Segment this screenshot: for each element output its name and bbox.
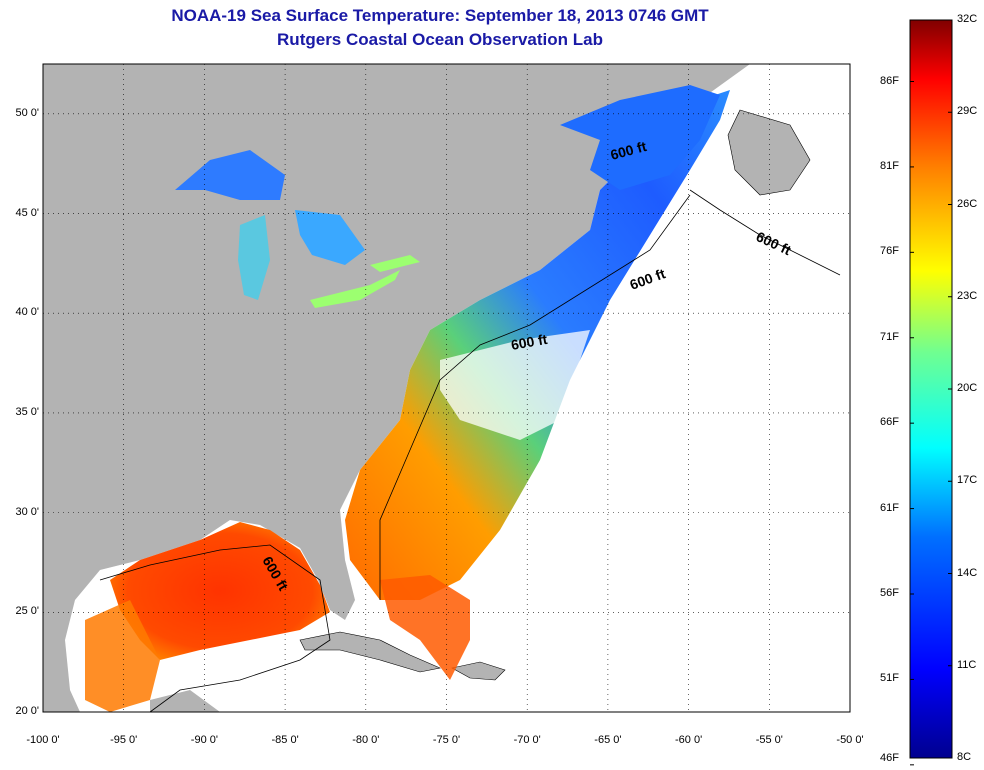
x-tick-label: -65 0' (594, 734, 622, 746)
map-frame (42, 63, 851, 713)
map-subtitle: Rutgers Coastal Ocean Observation Lab (277, 30, 603, 49)
x-tick-label: -50 0' (836, 734, 864, 746)
lake-huron (295, 210, 365, 265)
x-tick-label: -75 0' (432, 734, 461, 746)
contour-600ft-shelf (379, 194, 691, 600)
colorbar-celsius-label: 20C (957, 382, 978, 394)
colorbar-fahrenheit-label: 51F (880, 672, 899, 685)
lake-ontario (370, 255, 420, 272)
colorbar-fahrenheit-label: 61F (880, 501, 899, 514)
colorbar-celsius-label: 17C (957, 474, 978, 487)
colorbar-fahrenheit-label: 66F (880, 416, 899, 429)
y-tick-label: 25 0' (15, 605, 39, 618)
x-tick-label: -95 0' (110, 734, 138, 746)
colorbar-celsius-label: 11C (957, 658, 977, 671)
colorbar-celsius-label: 29C (957, 105, 978, 118)
x-tick-label: -70 0' (513, 734, 541, 746)
map-title: NOAA-19 Sea Surface Temperature: Septemb… (171, 6, 709, 25)
colorbar-ticks (910, 19, 952, 766)
land-hispaniola (451, 661, 506, 681)
lake-superior (175, 150, 285, 200)
y-tick-label: 20 0' (15, 705, 39, 717)
land-cuba (299, 631, 441, 673)
lake-michigan (238, 215, 270, 300)
contour-600ft-gulf (99, 544, 331, 713)
y-tick-label: 50 0' (15, 106, 39, 119)
colorbar-fahrenheit-label: 56F (880, 587, 899, 599)
cloud-mask (440, 330, 590, 440)
colorbar-fahrenheit-label: 81F (880, 159, 899, 172)
colorbar (909, 19, 953, 759)
x-tick-label: -80 0' (352, 734, 380, 746)
colorbar-celsius-label: 32C (957, 13, 978, 25)
sst-gulf-st-lawrence (560, 85, 720, 190)
colorbar-celsius-label: 14C (957, 566, 978, 579)
x-tick-label: -85 0' (271, 734, 299, 746)
lake-erie (310, 270, 400, 308)
y-tick-label: 30 0' (15, 505, 39, 518)
colorbar-fahrenheit-label: 46F (880, 752, 899, 764)
sst-gulf-of-mexico (110, 522, 330, 660)
colorbar-fahrenheit-label: 86F (880, 74, 899, 87)
contour-label: 600 ft (510, 331, 549, 353)
y-tick-label: 40 0' (15, 306, 39, 319)
x-tick-label: -55 0' (755, 734, 783, 746)
colorbar-celsius-label: 8C (957, 751, 972, 763)
land-newfoundland (727, 109, 811, 196)
y-tick-label: 35 0' (15, 405, 39, 418)
colorbar-fahrenheit-label: 76F (880, 245, 899, 258)
y-tick-label: 45 0' (15, 206, 39, 219)
land-yucatan (150, 690, 220, 712)
contour-600ft-north (689, 189, 841, 276)
x-tick-label: -100 0' (26, 734, 60, 746)
sst-bahamas (380, 575, 470, 680)
sst-gulf-south (85, 600, 160, 712)
colorbar-celsius-label: 23C (957, 289, 978, 302)
x-tick-label: -90 0' (190, 734, 218, 746)
colorbar-fahrenheit-label: 71F (880, 330, 899, 343)
colorbar-celsius-label: 26C (957, 197, 978, 210)
x-tick-label: -60 0' (675, 734, 703, 746)
land-north-america (43, 64, 750, 712)
